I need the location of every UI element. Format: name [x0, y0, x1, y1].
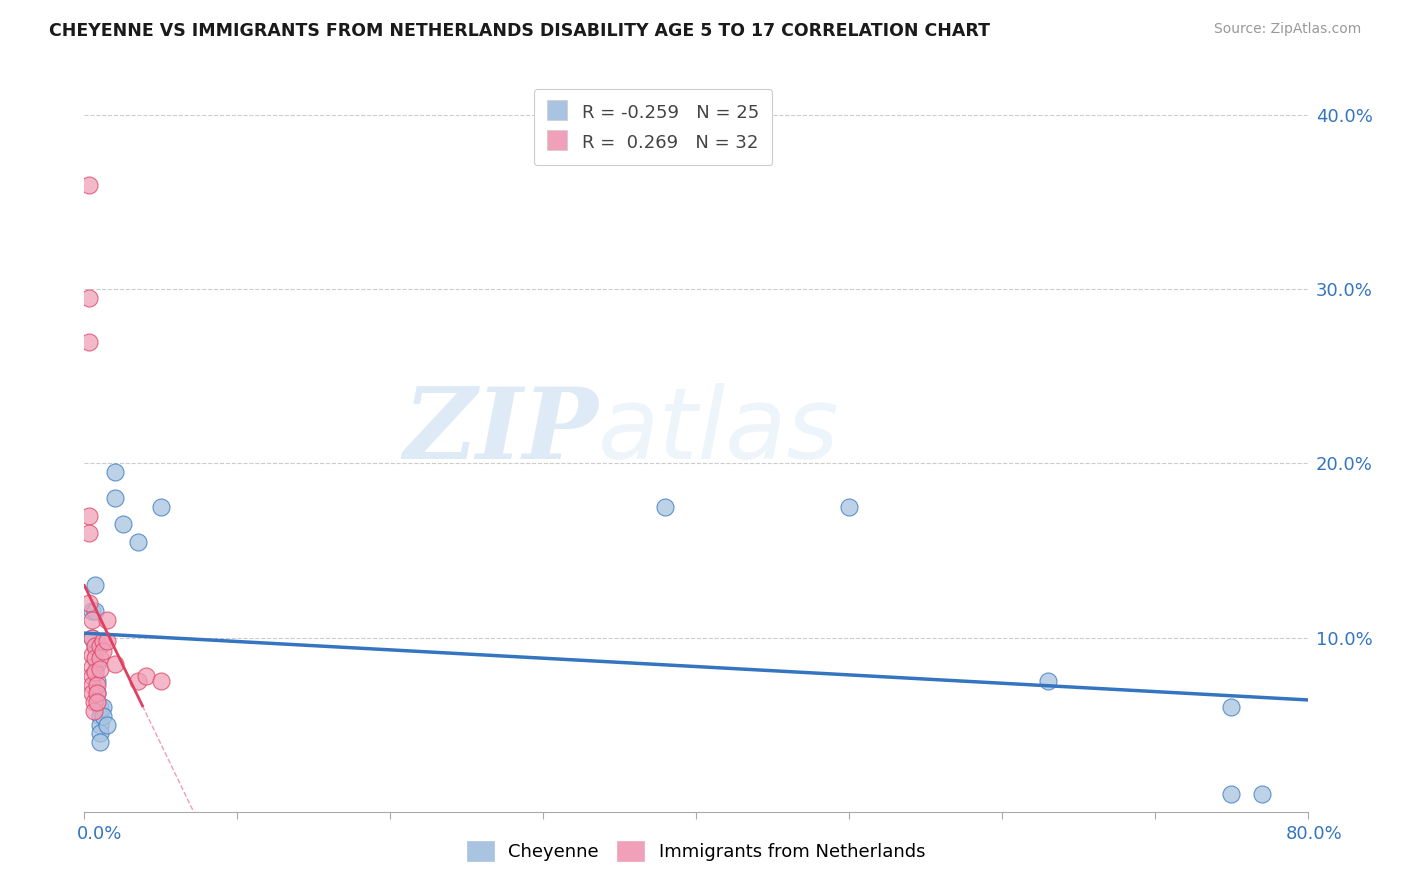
Point [89, 709, 111, 723]
Point [838, 500, 860, 514]
Point [84, 640, 107, 654]
Point [89, 662, 111, 676]
Point [84, 604, 107, 618]
Point [654, 500, 676, 514]
Point [149, 500, 172, 514]
Point [84, 578, 107, 592]
Point [1250, 787, 1272, 801]
Point [89, 717, 111, 731]
Text: atlas: atlas [598, 383, 839, 480]
Point [80, 677, 103, 691]
Point [149, 674, 172, 689]
Point [86, 677, 108, 691]
Point [80, 604, 103, 618]
Point [84, 651, 107, 665]
Point [77, 596, 100, 610]
Point [80, 686, 103, 700]
Point [86, 674, 108, 689]
Point [80, 669, 103, 683]
Point [111, 517, 134, 532]
Point [96, 717, 118, 731]
Text: 80.0%: 80.0% [1286, 825, 1343, 843]
Point [84, 665, 107, 680]
Point [86, 686, 108, 700]
Point [1220, 787, 1243, 801]
Point [86, 695, 108, 709]
Legend: Cheyenne, Immigrants from Netherlands: Cheyenne, Immigrants from Netherlands [460, 834, 932, 869]
Point [104, 465, 127, 479]
Point [96, 634, 118, 648]
Point [83, 695, 105, 709]
Point [91, 644, 114, 658]
Point [77, 178, 100, 192]
Text: CHEYENNE VS IMMIGRANTS FROM NETHERLANDS DISABILITY AGE 5 TO 17 CORRELATION CHART: CHEYENNE VS IMMIGRANTS FROM NETHERLANDS … [49, 22, 990, 40]
Point [89, 640, 111, 654]
Point [91, 634, 114, 648]
Text: 0.0%: 0.0% [77, 825, 122, 843]
Point [89, 726, 111, 740]
Point [135, 669, 157, 683]
Point [80, 648, 103, 662]
Point [83, 704, 105, 718]
Point [80, 613, 103, 627]
Point [80, 660, 103, 674]
Point [91, 709, 114, 723]
Point [86, 657, 108, 671]
Point [127, 534, 149, 549]
Point [77, 334, 100, 349]
Point [104, 491, 127, 506]
Text: Source: ZipAtlas.com: Source: ZipAtlas.com [1213, 22, 1361, 37]
Point [89, 651, 111, 665]
Point [1220, 700, 1243, 714]
Point [80, 631, 103, 645]
Point [84, 640, 107, 654]
Point [80, 631, 103, 645]
Point [77, 526, 100, 541]
Point [127, 674, 149, 689]
Point [77, 508, 100, 523]
Point [104, 657, 127, 671]
Text: ZIP: ZIP [404, 384, 598, 480]
Point [86, 686, 108, 700]
Point [89, 735, 111, 749]
Point [91, 700, 114, 714]
Point [1036, 674, 1059, 689]
Point [96, 613, 118, 627]
Point [77, 291, 100, 305]
Point [89, 700, 111, 714]
